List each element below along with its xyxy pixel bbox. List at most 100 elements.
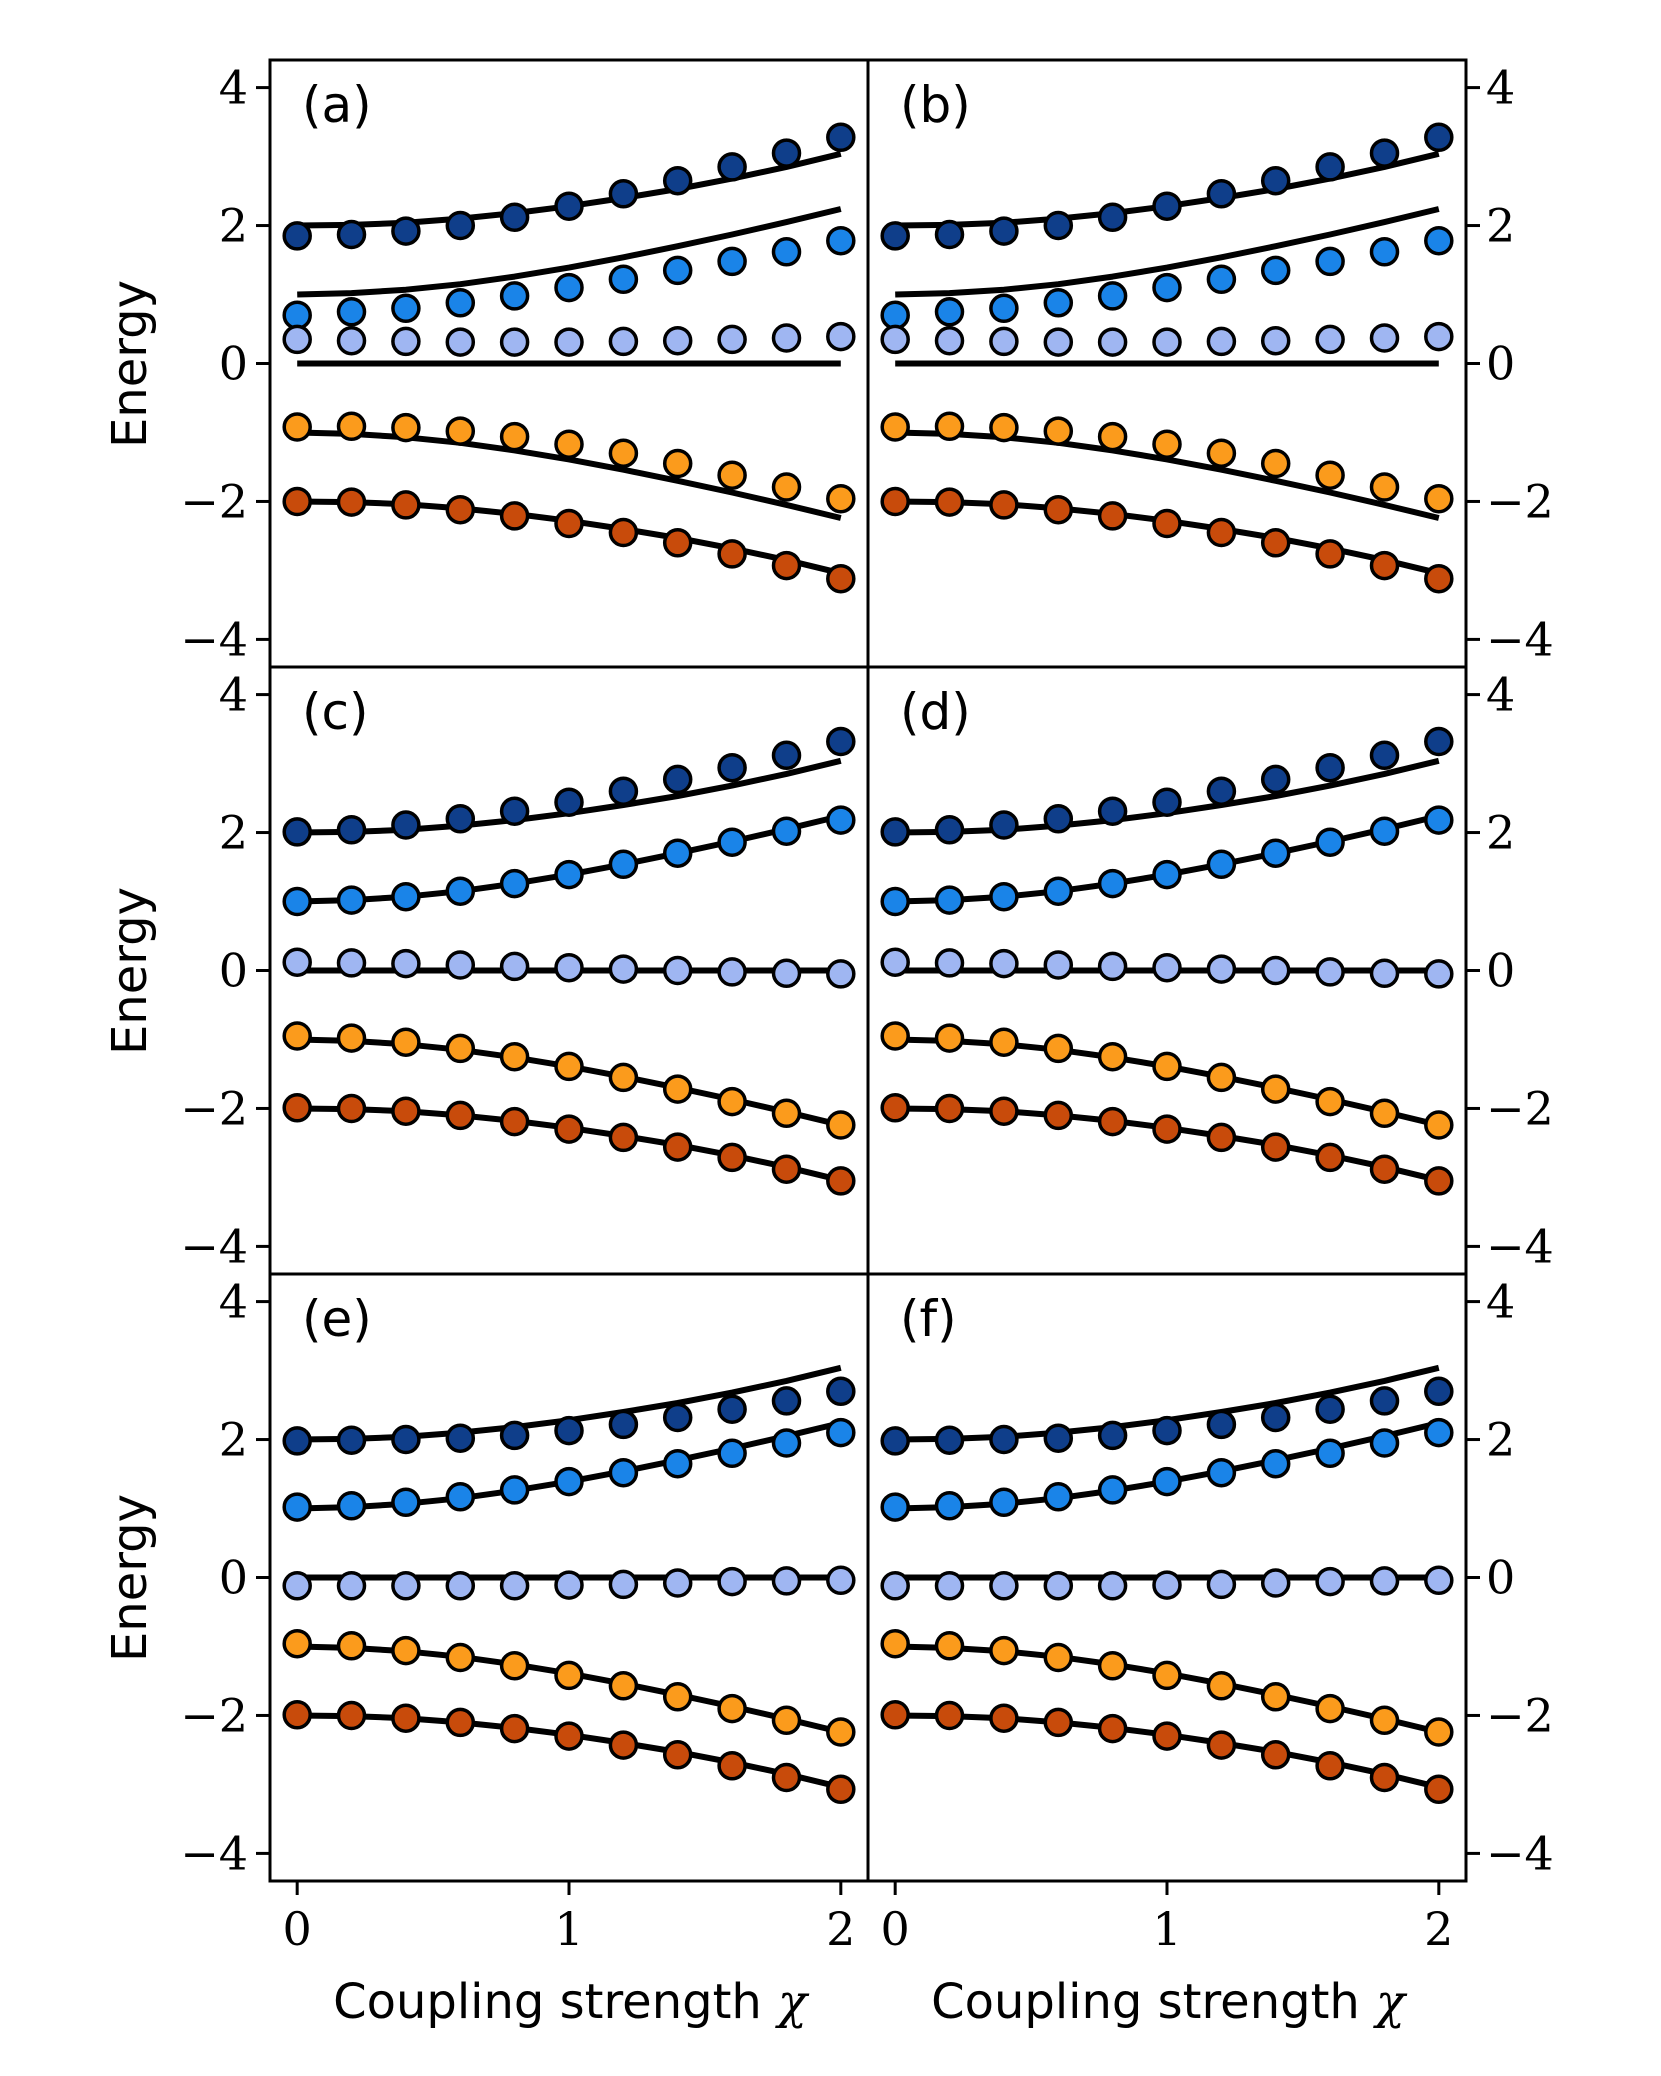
panel-b-marker-state1 <box>1424 122 1454 153</box>
panel-b-marker-state3 <box>1369 323 1400 353</box>
panel-a-marker-state3 <box>336 325 367 356</box>
panel-f-marker-state2 <box>1043 1482 1074 1512</box>
panel-c-marker-state3 <box>391 948 421 979</box>
panel-d-marker-state3 <box>1152 952 1182 983</box>
panel-b-marker-state3 <box>989 326 1019 357</box>
panel-a-ytick-label: 0 <box>219 337 248 391</box>
panel-d-marker-state1 <box>880 817 910 847</box>
panel-b-marker-state2 <box>1424 225 1454 256</box>
panel-d-marker-state2 <box>1369 816 1400 846</box>
panel-c-marker-state4 <box>771 1098 802 1129</box>
panel-e-marker-state3 <box>662 1568 693 1598</box>
panel-d-marker-state2 <box>880 886 910 917</box>
panel-e-marker-state5 <box>554 1721 584 1751</box>
panel-b-marker-state3 <box>1424 321 1454 352</box>
panel-a-marker-state5 <box>771 550 802 581</box>
panel-c-marker-state2 <box>771 816 802 846</box>
panel-b-marker-state1 <box>989 216 1019 246</box>
panel-f-marker-state5 <box>989 1703 1019 1733</box>
panel-d-marker-state4 <box>1424 1110 1454 1140</box>
panel-a-marker-state5 <box>826 563 856 594</box>
panel-c-marker-state5 <box>499 1106 530 1137</box>
panel-b-marker-state1 <box>1206 179 1237 209</box>
panel-a-marker-state1 <box>608 179 639 209</box>
panel-a-marker-state2 <box>826 225 856 256</box>
panel-a-marker-state5 <box>336 487 367 517</box>
panel-f-marker-state3 <box>1097 1571 1128 1601</box>
panel-d-marker-state5 <box>1260 1132 1291 1162</box>
panel-f-ytick-label: 4 <box>1486 1275 1515 1329</box>
panel-a-marker-state4 <box>608 438 639 468</box>
panel-c-ytick-label: 2 <box>219 806 248 860</box>
x-axis-label-left-symbol: χ <box>775 1974 810 2030</box>
panel-b-marker-state5 <box>989 490 1019 520</box>
panel-a-marker-state4 <box>771 472 802 502</box>
panel-b-marker-state4 <box>989 412 1019 443</box>
panel-d-marker-state4 <box>1043 1033 1074 1064</box>
panel-d-marker-state3 <box>1260 955 1291 986</box>
panel-c-marker-state4 <box>391 1027 421 1057</box>
panel-d-marker-state1 <box>1315 752 1345 783</box>
panel-b-marker-state3 <box>880 324 910 355</box>
panel-f-marker-state3 <box>1315 1566 1345 1597</box>
panel-a-marker-state4 <box>445 416 476 446</box>
panel-f-marker-state2 <box>1206 1457 1237 1488</box>
panel-e-marker-state3 <box>608 1569 639 1600</box>
panel-e-marker-state5 <box>499 1713 530 1744</box>
panel-b-exact-curve-4 <box>895 429 1440 521</box>
panel-c-marker-state5 <box>336 1093 367 1124</box>
panel-c-marker-state1 <box>282 817 312 847</box>
x-axis-label-right-text: Coupling strength <box>931 1974 1360 2030</box>
panel-c-marker-state5 <box>662 1132 693 1162</box>
panel-f-marker-state1 <box>1260 1402 1291 1433</box>
panel-b-marker-state3 <box>934 325 965 356</box>
panel-f-marker-state1 <box>880 1426 910 1456</box>
panel-e-marker-state2 <box>554 1466 584 1497</box>
panel-a-marker-state3 <box>391 326 421 357</box>
panel-e-marker-state3 <box>826 1565 856 1596</box>
panel-d-marker-state4 <box>1260 1074 1291 1104</box>
panel-e-marker-state4 <box>336 1631 367 1661</box>
panel-a-marker-state2 <box>391 293 421 324</box>
panel-d-marker-state5 <box>880 1093 910 1123</box>
panel-e-marker-state5 <box>826 1774 856 1805</box>
panel-f-marker-state5 <box>1043 1707 1074 1738</box>
panel-a-marker-state2 <box>717 246 747 277</box>
panel-f-marker-state1 <box>1369 1386 1400 1416</box>
panel-b-ytick-label: 0 <box>1486 337 1515 391</box>
panel-a-marker-state5 <box>662 528 693 558</box>
panel-e-marker-state1 <box>717 1394 747 1424</box>
panel-a-marker-state3 <box>499 327 530 357</box>
panel-b-marker-state1 <box>1043 210 1074 241</box>
panel-d-marker-state1 <box>1260 764 1291 795</box>
panel-b-marker-state5 <box>1043 494 1074 525</box>
panel-c-marker-state4 <box>826 1110 856 1140</box>
panel-e-marker-state2 <box>282 1492 312 1522</box>
panel-c-marker-state3 <box>499 951 530 982</box>
panel-b-marker-state4 <box>1260 448 1291 479</box>
panel-c-marker-state2 <box>554 859 584 890</box>
panel-d-marker-state1 <box>989 810 1019 840</box>
panel-d-marker-state1 <box>1043 804 1074 834</box>
panel-d-marker-state5 <box>989 1096 1019 1126</box>
panel-a-marker-state2 <box>336 297 367 327</box>
panel-b-marker-state5 <box>1260 528 1291 558</box>
panel-f-marker-state2 <box>1315 1438 1345 1469</box>
panel-e-marker-state1 <box>771 1386 802 1416</box>
panel-c-marker-state4 <box>336 1023 367 1053</box>
panel-c-marker-state3 <box>554 952 584 983</box>
panel-f-marker-state1 <box>1424 1376 1454 1407</box>
panel-a-marker-state1 <box>336 219 367 250</box>
panel-c-marker-state2 <box>826 805 856 835</box>
panel-a-marker-state5 <box>282 486 312 517</box>
panel-a-marker-state1 <box>445 210 476 241</box>
panel-c-marker-state3 <box>662 955 693 986</box>
panel-d-label: (d) <box>900 683 971 741</box>
panel-b-marker-state3 <box>1260 325 1291 356</box>
panel-d-marker-state3 <box>880 947 910 977</box>
panel-e-marker-state5 <box>717 1751 747 1781</box>
panel-f-marker-state3 <box>880 1571 910 1601</box>
panel-c-marker-state4 <box>554 1051 584 1082</box>
panel-b-marker-state4 <box>1206 438 1237 468</box>
